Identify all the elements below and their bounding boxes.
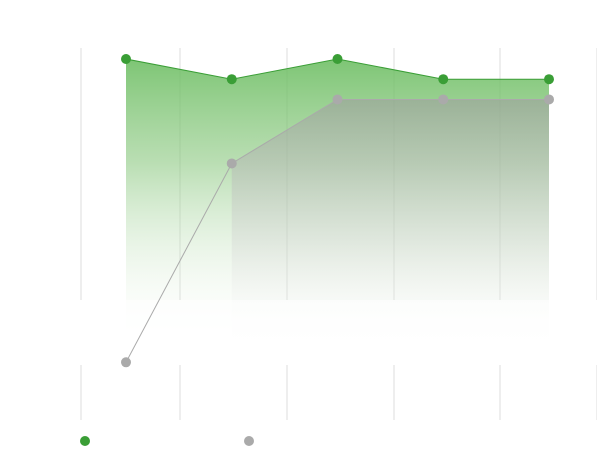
- fade-band: [0, 300, 597, 365]
- series-1-point-5[interactable]: [544, 74, 554, 85]
- legend: [80, 434, 580, 448]
- series-2-point-5[interactable]: [544, 94, 554, 105]
- series-2-area: [231, 99, 549, 355]
- legend-item-series-2[interactable]: [244, 434, 254, 448]
- area-fills: [0, 59, 597, 365]
- series-1-point-3[interactable]: [332, 54, 343, 64]
- series-2-point-1[interactable]: [121, 357, 131, 368]
- series-2-point-4[interactable]: [438, 94, 449, 105]
- data-points: [121, 54, 554, 368]
- series-1-point-4[interactable]: [438, 74, 449, 85]
- legend-item-series-1[interactable]: [80, 434, 90, 448]
- legend-marker-series-2: [244, 436, 254, 446]
- series-1-point-1[interactable]: [121, 54, 131, 64]
- series-1-point-2[interactable]: [226, 74, 237, 85]
- legend-marker-series-1: [80, 436, 90, 446]
- series-2-point-2[interactable]: [226, 158, 237, 169]
- series-2-point-3[interactable]: [332, 94, 343, 105]
